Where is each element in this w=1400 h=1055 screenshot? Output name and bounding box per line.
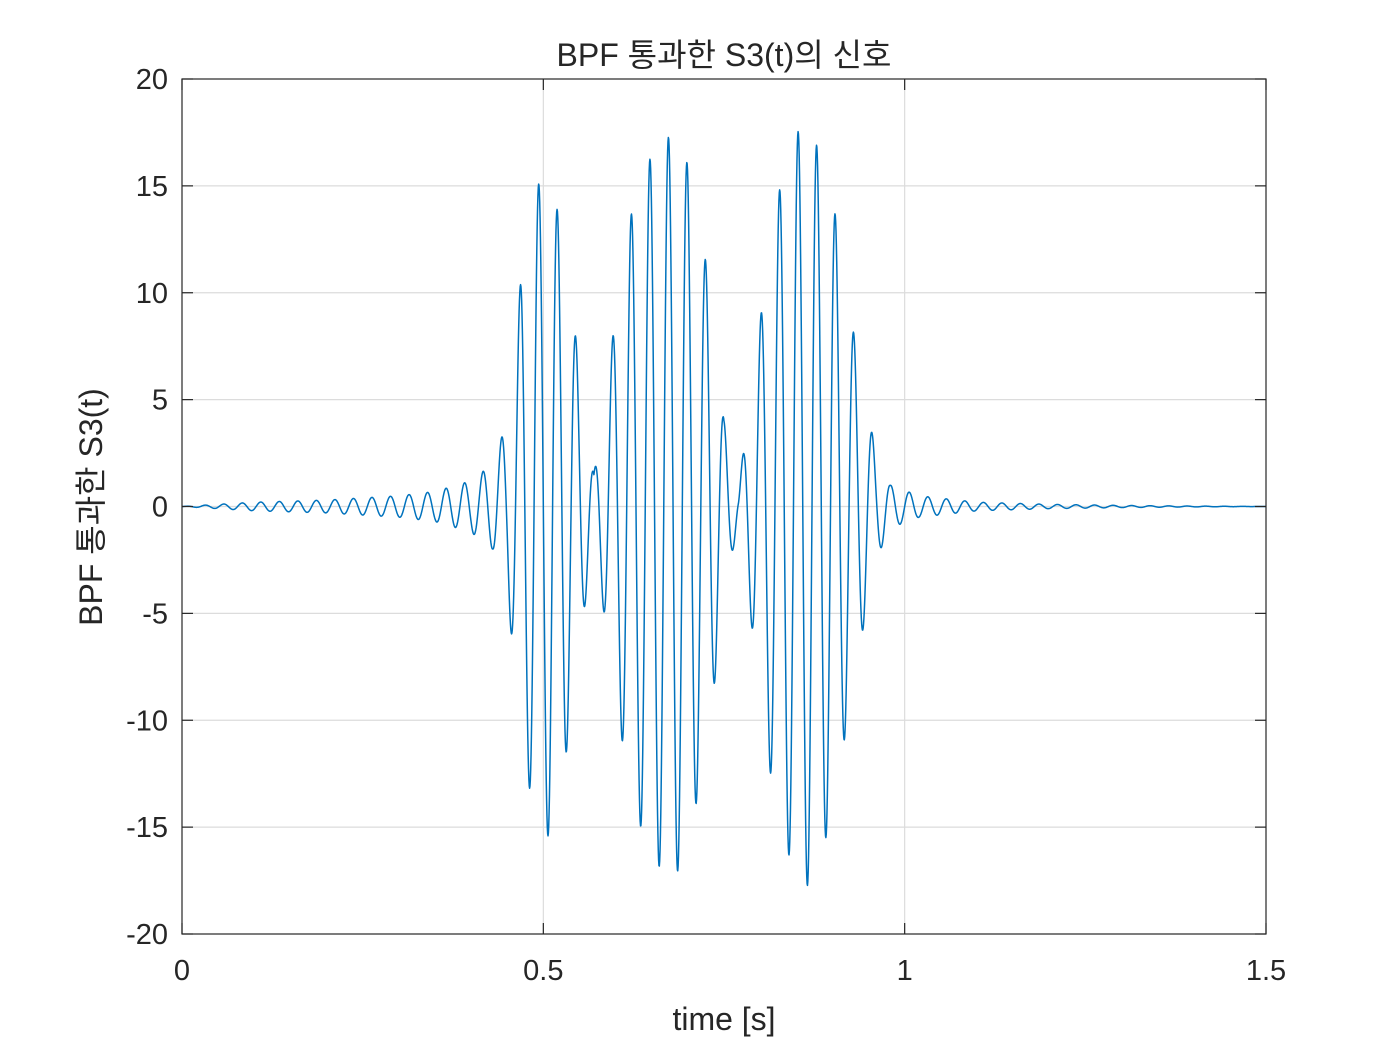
x-tick-label: 1 — [897, 955, 913, 987]
y-tick-label: 10 — [136, 278, 168, 310]
ticks-layer: 0 0.5 1 1.5 20 15 10 5 0 -5 -10 -15 -20 — [126, 64, 1286, 987]
y-tick-label: 0 — [152, 492, 168, 524]
x-tick-label: 1.5 — [1246, 955, 1286, 987]
y-tick-label: -15 — [126, 812, 168, 844]
x-tick-label: 0 — [174, 955, 190, 987]
x-axis-label: time [s] — [672, 1001, 775, 1037]
series-layer — [181, 130, 1267, 887]
y-tick-label: 5 — [152, 385, 168, 417]
chart-title: BPF 통과한 S3(t)의 신호 — [557, 37, 892, 73]
y-tick-label: -5 — [142, 598, 168, 630]
grid — [182, 79, 1266, 934]
y-tick-label: 15 — [136, 171, 168, 203]
series-line — [181, 130, 1267, 887]
y-tick-label: 20 — [136, 64, 168, 96]
x-tick-label: 0.5 — [523, 955, 563, 987]
y-tick-label: -20 — [126, 919, 168, 951]
y-axis-label: BPF 통과한 S3(t) — [73, 388, 109, 626]
y-tick-label: -10 — [126, 705, 168, 737]
